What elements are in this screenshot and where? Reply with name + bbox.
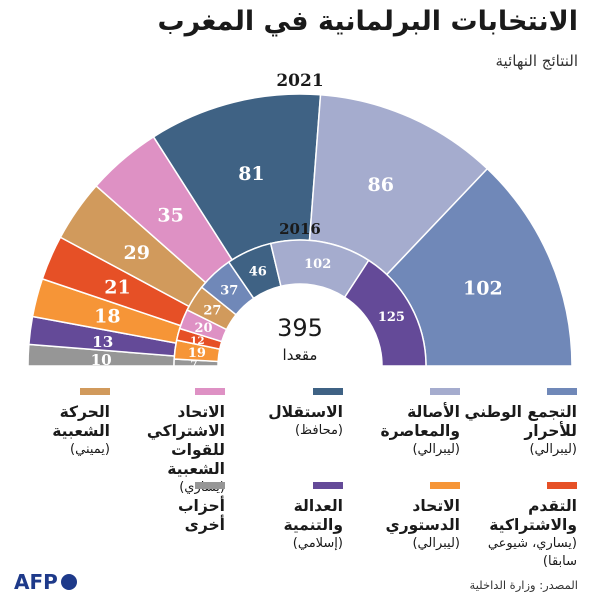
- seat-label-2016-5: 37: [220, 283, 238, 298]
- legend-name: التقدم والاشتراكية: [489, 497, 577, 534]
- legend-name: العدالة والتنمية: [283, 497, 343, 534]
- seat-segment-2016-8: [343, 259, 427, 367]
- seat-label-2016-8: 125: [378, 310, 405, 325]
- legend-swatch: [430, 482, 460, 489]
- seat-label-2021-5: 35: [157, 205, 183, 227]
- legend-item-rni: التجمع الوطني للأحرار (ليبرالي): [462, 388, 577, 459]
- legend-note: (ليبرالي): [529, 442, 577, 457]
- legend-swatch: [313, 482, 343, 489]
- legend-item-pps: التقدم والاشتراكية (يساري، شيوعي سابقا): [462, 482, 577, 571]
- legend-item-other: أحزاب أخرى: [110, 482, 225, 535]
- seat-label-2016-7: 102: [304, 257, 331, 272]
- afp-globe-icon: [60, 574, 77, 590]
- afp-logo-text: AFP: [14, 570, 58, 594]
- seat-label-2016-2: 12: [190, 335, 204, 347]
- seat-label-2021-3: 21: [104, 277, 130, 299]
- legend-name: الاتحاد الاشتراكي للقوات الشعبية: [146, 403, 225, 478]
- seat-label-2021-6: 81: [238, 163, 264, 185]
- total-seats-unit: مقعدا: [283, 346, 318, 364]
- legend-item-uc: الاتحاد الدستوري (ليبرالي): [345, 482, 460, 553]
- legend-swatch: [430, 388, 460, 395]
- page-title: الانتخابات البرلمانية في المغرب: [157, 6, 578, 37]
- legend-swatch: [547, 482, 577, 489]
- source-note: المصدر: وزارة الداخلية: [469, 578, 578, 592]
- legend-note: (ليبرالي): [412, 442, 460, 457]
- seat-label-2016-3: 20: [194, 321, 212, 336]
- total-seats: 395: [277, 314, 323, 342]
- legend-item-usfp: الاتحاد الاشتراكي للقوات الشعبية(يساري): [110, 388, 225, 497]
- seat-label-2016-4: 27: [203, 304, 221, 319]
- legend-note: (محافظ): [294, 423, 343, 438]
- legend-swatch: [80, 388, 110, 395]
- legend-name: الاستقلال: [268, 403, 343, 421]
- page-subtitle: النتائج النهائية: [495, 52, 578, 70]
- legend-name: أحزاب أخرى: [177, 497, 225, 534]
- seat-label-2016-1: 19: [188, 346, 206, 361]
- legend-swatch: [195, 388, 225, 395]
- seat-label-2021-8: 102: [463, 277, 503, 299]
- legend-note: (يساري، شيوعي سابقا): [487, 536, 577, 569]
- legend-swatch: [547, 388, 577, 395]
- seat-label-2021-4: 29: [123, 242, 149, 264]
- legend-note: (يميني): [70, 442, 110, 457]
- legend-note: (ليبرالي): [412, 536, 460, 551]
- legend-swatch: [195, 482, 225, 489]
- afp-logo: AFP: [14, 570, 77, 594]
- year-label-2016: 2016: [279, 220, 321, 238]
- legend-item-pjd: العدالة والتنمية (إسلامي): [228, 482, 343, 553]
- legend-item-mp: الحركة الشعبية (يميني): [0, 388, 110, 459]
- legend-item-pam: الأصالة والمعاصرة (ليبرالي): [345, 388, 460, 459]
- seat-label-2016-0: 7: [190, 359, 197, 371]
- seat-label-2016-6: 46: [249, 265, 267, 280]
- legend-item-istiqlal: الاستقلال (محافظ): [228, 388, 343, 440]
- seat-label-2021-7: 86: [367, 174, 393, 196]
- legend-swatch: [313, 388, 343, 395]
- legend-name: الحركة الشعبية: [52, 403, 110, 440]
- legend-name: الأصالة والمعاصرة: [380, 403, 461, 440]
- legend-name: الاتحاد الدستوري: [385, 497, 460, 534]
- seat-label-2021-0: 10: [91, 351, 112, 369]
- legend-name: التجمع الوطني للأحرار: [464, 403, 577, 440]
- legend-note: (إسلامي): [292, 536, 343, 551]
- seat-label-2021-1: 13: [92, 333, 113, 351]
- year-label-2021: 2021: [276, 71, 323, 91]
- seat-label-2021-2: 18: [94, 306, 120, 328]
